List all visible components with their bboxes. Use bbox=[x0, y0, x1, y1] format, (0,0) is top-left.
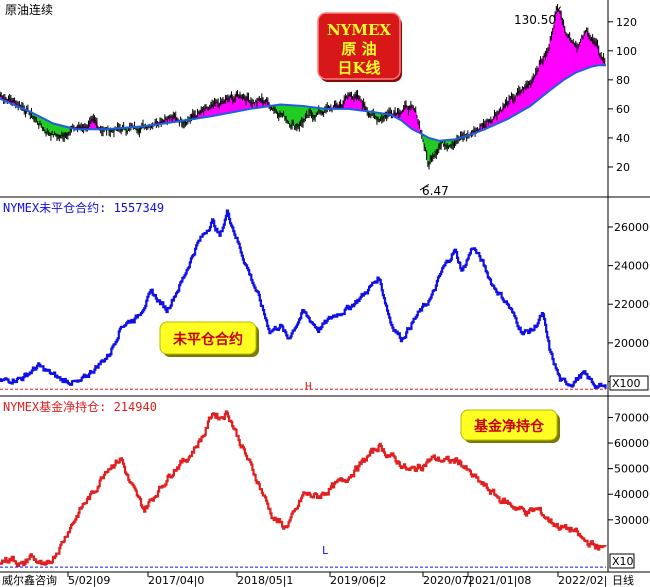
x-tick-label: 2019/06|2 bbox=[330, 574, 386, 587]
fund-ref-label: L bbox=[322, 544, 329, 557]
price-y-tick-label: 120 bbox=[616, 16, 637, 29]
open-interest-panel bbox=[0, 209, 607, 390]
price-panel bbox=[0, 3, 606, 191]
oi-badge-label: 未平仓合约 bbox=[173, 331, 243, 348]
low-marker bbox=[419, 183, 430, 191]
x-unit-label: 日线 bbox=[612, 573, 634, 587]
y-tick-label: 60000 bbox=[614, 437, 649, 450]
oi-badge: 未平仓合约 bbox=[159, 321, 259, 357]
low-annotation: 6.47 bbox=[422, 184, 449, 198]
high-annotation: 130.50 bbox=[514, 13, 556, 27]
fund-net-title: NYMEX基金净持仓: 214940 bbox=[3, 399, 157, 414]
plot-background bbox=[0, 0, 608, 572]
x-tick-label: 2018/05|1 bbox=[237, 574, 293, 587]
x-tick-label: 2020/07| bbox=[423, 574, 472, 587]
fund-net-panel bbox=[0, 410, 607, 568]
y-tick-label: 24000 bbox=[614, 260, 649, 273]
oi-ref-label: H bbox=[305, 380, 312, 393]
fund-badge: 基金净持仓 bbox=[460, 409, 560, 443]
price-y-tick-label: 20 bbox=[616, 161, 630, 174]
y-tick-label: 26000 bbox=[614, 221, 649, 234]
y-tick-label: 20000 bbox=[614, 337, 649, 350]
y-tick-label: 30000 bbox=[614, 514, 649, 527]
moving-average-line bbox=[0, 64, 606, 142]
series-line bbox=[0, 410, 607, 567]
footer-label: 威尔鑫咨询 bbox=[2, 573, 57, 587]
fund-unit-box bbox=[609, 553, 635, 569]
fund-unit-label: X10 bbox=[612, 555, 634, 568]
y-tick-label: 50000 bbox=[614, 463, 649, 476]
y-tick-label: 22000 bbox=[614, 298, 649, 311]
price-y-tick-label: 40 bbox=[616, 132, 630, 145]
price-y-tick-label: 80 bbox=[616, 74, 630, 87]
fund-badge-label: 基金净持仓 bbox=[474, 418, 545, 435]
open-interest-title: NYMEX未平仓合约: 1557349 bbox=[3, 200, 164, 215]
x-tick-label: 5/02|09 bbox=[68, 574, 110, 587]
chart-title: 原油连续 bbox=[5, 2, 53, 17]
series-line bbox=[0, 209, 607, 389]
x-tick-label: 2022/02| bbox=[558, 574, 607, 587]
price-y-tick-label: 100 bbox=[616, 45, 637, 58]
badge-line-2: 原 油 bbox=[341, 40, 376, 58]
main-badge: NYMEX 原 油 日K线 bbox=[317, 12, 402, 82]
y-tick-label: 70000 bbox=[614, 411, 649, 424]
oi-unit-label: X100 bbox=[612, 377, 641, 390]
x-tick-label: 2017/04|0 bbox=[148, 574, 204, 587]
badge-line-1: NYMEX bbox=[327, 21, 391, 39]
y-tick-label: 40000 bbox=[614, 488, 649, 501]
x-tick-label: 2021/01|08 bbox=[468, 574, 531, 587]
price-y-tick-label: 60 bbox=[616, 103, 630, 116]
badge-line-3: 日K线 bbox=[337, 59, 380, 77]
oi-unit-box bbox=[609, 375, 649, 391]
high-marker bbox=[553, 6, 561, 17]
